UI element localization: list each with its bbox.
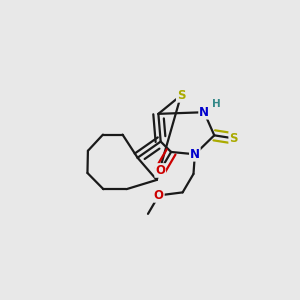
- Text: O: O: [155, 164, 165, 177]
- Text: N: N: [190, 148, 200, 161]
- Text: H: H: [212, 99, 220, 109]
- Text: S: S: [177, 89, 185, 102]
- Text: O: O: [154, 189, 164, 202]
- Text: S: S: [229, 132, 238, 145]
- Text: N: N: [199, 106, 209, 119]
